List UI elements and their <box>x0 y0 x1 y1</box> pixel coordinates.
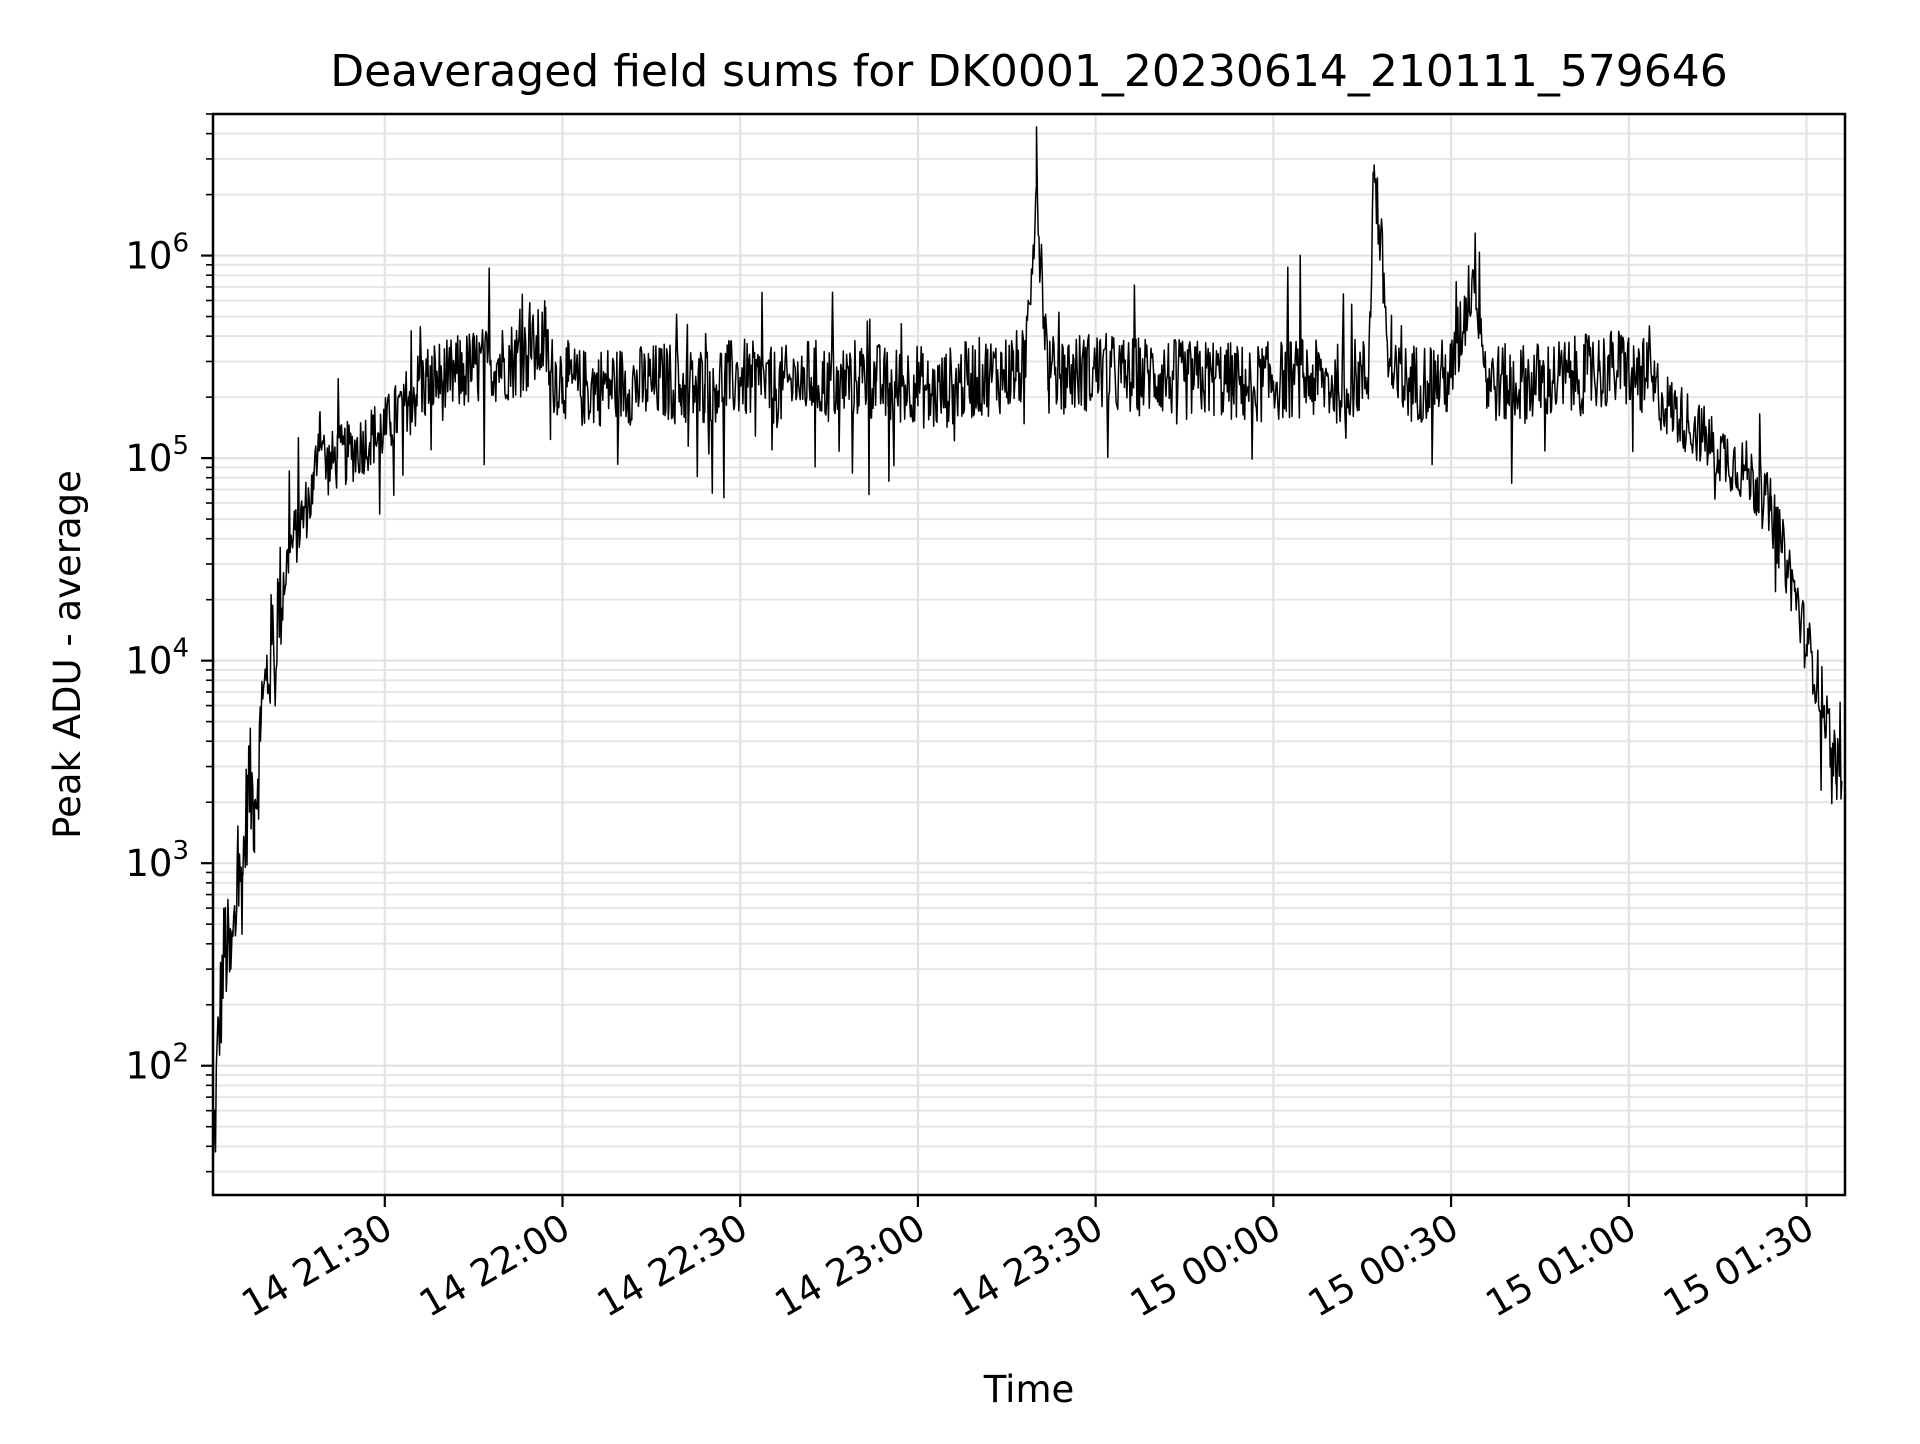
plot-frame <box>211 112 1847 1197</box>
x-axis-label: Time <box>983 1368 1075 1411</box>
x-tick-label: 15 01:00 <box>1478 1206 1643 1326</box>
x-tick-label: 14 23:00 <box>768 1206 933 1326</box>
series-line <box>212 126 1843 1173</box>
x-tick-label: 15 00:00 <box>1123 1206 1288 1326</box>
plot-area <box>212 126 1843 1173</box>
grid <box>213 113 1845 1195</box>
x-tick-label: 14 22:30 <box>590 1206 755 1326</box>
y-tick-label: 103 <box>125 836 189 885</box>
y-tick-label: 105 <box>125 431 189 480</box>
x-tick-label: 15 00:30 <box>1301 1206 1466 1326</box>
x-tick-label: 15 01:30 <box>1656 1206 1821 1326</box>
x-tick-label: 14 23:30 <box>945 1206 1110 1326</box>
y-tick-label: 102 <box>125 1039 189 1088</box>
x-tick-label: 14 21:30 <box>234 1206 399 1326</box>
y-axis-label: Peak ADU - average <box>46 470 89 839</box>
x-tick-label: 14 22:00 <box>412 1206 577 1326</box>
y-tick-label: 106 <box>125 229 189 278</box>
chart-title: Deaveraged field sums for DK0001_2023061… <box>330 46 1728 97</box>
y-tick-label: 104 <box>125 634 189 683</box>
